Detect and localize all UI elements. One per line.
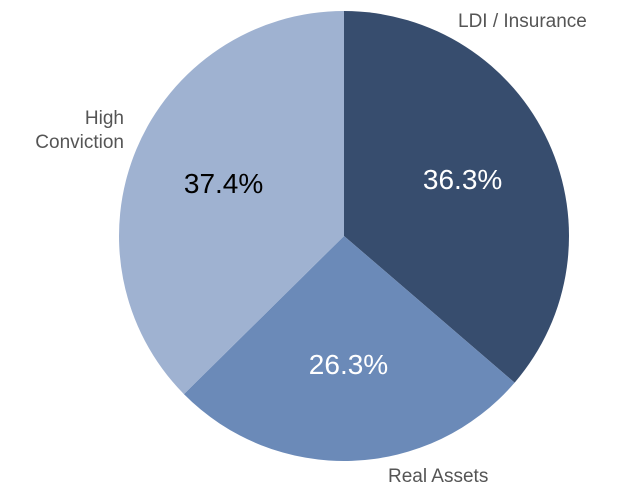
category-label: Real Assets <box>388 466 489 487</box>
value-label: 26.3% <box>309 349 388 380</box>
value-label: 36.3% <box>423 164 502 195</box>
pie-slice <box>118 11 344 395</box>
pie-slice <box>183 236 515 461</box>
category-label: High Conviction <box>35 108 124 153</box>
value-label: 37.4% <box>184 168 263 199</box>
pie-slice <box>344 11 569 383</box>
category-label: LDI / Insurance <box>458 11 587 32</box>
